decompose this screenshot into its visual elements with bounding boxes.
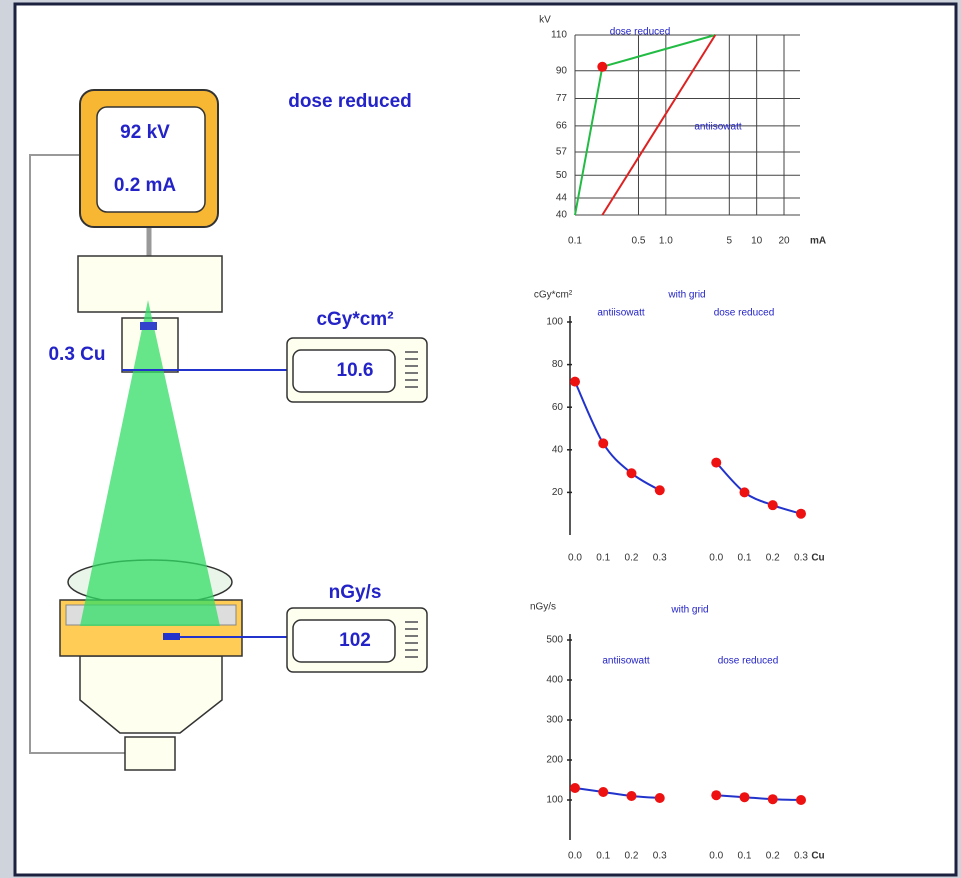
sensor <box>163 633 180 640</box>
y-tick-label: 40 <box>552 444 564 455</box>
x-tick-label: 0.0 <box>709 851 723 862</box>
y-tick-label: 80 <box>552 359 564 370</box>
series-label: dose reduced <box>610 27 671 38</box>
mode-label: dose reduced <box>288 91 412 112</box>
y-tick-label: 57 <box>556 147 568 158</box>
x-tick-label: 20 <box>778 236 790 247</box>
y-tick-label: 90 <box>556 65 568 76</box>
rate-value: 102 <box>339 630 371 651</box>
x-tick-label: 10 <box>751 236 763 247</box>
x-tick-label: 0.2 <box>766 851 780 862</box>
x-tick-label: 0.5 <box>632 236 646 247</box>
y-axis-label: cGy*cm² <box>534 290 573 301</box>
x-tick-label: 0.0 <box>568 553 582 564</box>
data-point <box>740 792 750 802</box>
data-point <box>597 62 607 72</box>
y-tick-label: 100 <box>546 317 563 328</box>
x-tick-label: 0.2 <box>625 851 639 862</box>
data-point <box>740 487 750 497</box>
data-point <box>598 438 608 448</box>
x-tick-label: 0.1 <box>738 553 752 564</box>
data-point <box>711 458 721 468</box>
x-tick-label: 0.1 <box>596 553 610 564</box>
y-tick-label: 110 <box>551 30 567 41</box>
kv-label: 92 kV <box>120 122 170 143</box>
data-point <box>796 509 806 519</box>
data-point <box>796 795 806 805</box>
data-point <box>570 377 580 387</box>
series-label: dose reduced <box>714 308 775 319</box>
dap-value: 10.6 <box>337 360 374 381</box>
x-tick-label: 0.2 <box>625 553 639 564</box>
series-label: dose reduced <box>718 656 779 667</box>
x-axis-label: Cu <box>811 851 824 862</box>
series-label: antiisowatt <box>602 656 649 667</box>
data-point <box>570 783 580 793</box>
y-axis-label: kV <box>539 15 551 26</box>
annotation: with grid <box>670 605 708 616</box>
x-tick-label: 0.2 <box>766 553 780 564</box>
y-tick-label: 300 <box>546 715 563 726</box>
tube-housing <box>78 256 222 312</box>
y-tick-label: 44 <box>556 193 568 204</box>
y-tick-label: 500 <box>546 635 563 646</box>
data-point <box>627 468 637 478</box>
x-tick-label: 0.1 <box>568 236 582 247</box>
x-tick-label: 0.3 <box>653 851 667 862</box>
data-point <box>655 793 665 803</box>
x-axis-label: mA <box>810 236 826 247</box>
x-tick-label: 0.1 <box>738 851 752 862</box>
detector-base <box>125 737 175 770</box>
data-point <box>627 791 637 801</box>
x-tick-label: 0.3 <box>794 851 808 862</box>
page: 92 kV 0.2 mA dose reduced 0.3 Cu 10.6 cG… <box>0 0 961 878</box>
data-point <box>768 794 778 804</box>
series-label: antiisowatt <box>597 308 644 319</box>
y-tick-label: 50 <box>556 170 568 181</box>
x-axis-label: Cu <box>811 553 824 564</box>
y-tick-label: 66 <box>556 121 568 132</box>
x-tick-label: 0.1 <box>596 851 610 862</box>
y-tick-label: 20 <box>552 487 564 498</box>
data-point <box>655 485 665 495</box>
data-point <box>711 790 721 800</box>
data-point <box>768 500 778 510</box>
ma-label: 0.2 mA <box>114 175 177 196</box>
y-tick-label: 77 <box>556 93 568 104</box>
filter <box>140 322 157 330</box>
y-tick-label: 400 <box>546 675 563 686</box>
x-tick-label: 0.3 <box>794 553 808 564</box>
series-label: antiisowatt <box>694 122 741 133</box>
dap-unit: cGy*cm² <box>316 309 393 330</box>
y-tick-label: 100 <box>546 795 563 806</box>
y-axis-label: nGy/s <box>530 602 556 613</box>
y-tick-label: 60 <box>552 402 564 413</box>
annotation: with grid <box>667 290 705 301</box>
x-tick-label: 1.0 <box>659 236 673 247</box>
x-tick-label: 0.0 <box>568 851 582 862</box>
filter-label: 0.3 Cu <box>48 344 105 365</box>
x-tick-label: 0.0 <box>709 553 723 564</box>
y-tick-label: 40 <box>556 210 568 221</box>
data-point <box>598 787 608 797</box>
x-tick-label: 0.3 <box>653 553 667 564</box>
y-tick-label: 200 <box>546 755 563 766</box>
rate-unit: nGy/s <box>329 582 382 603</box>
x-tick-label: 5 <box>727 236 733 247</box>
